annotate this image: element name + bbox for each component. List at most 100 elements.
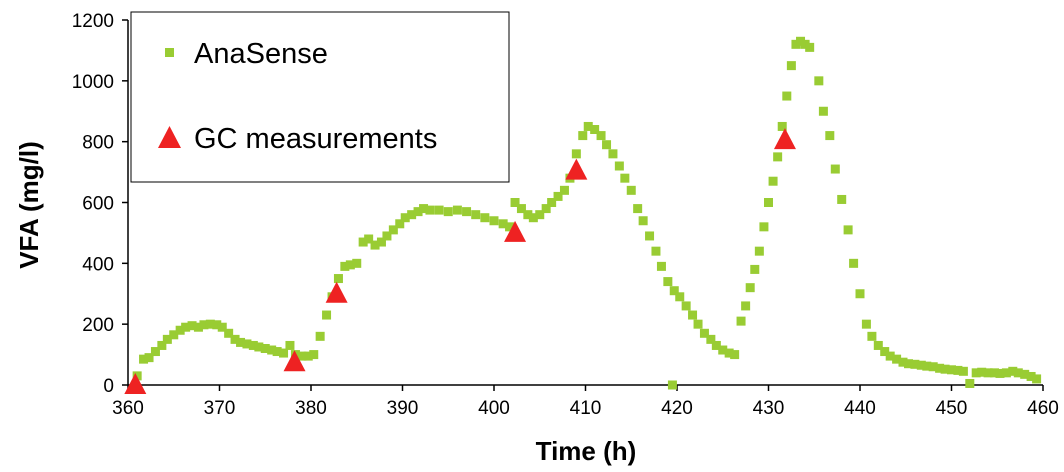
anasense-point <box>990 368 1000 378</box>
y-tick-label: 1200 <box>72 11 114 32</box>
x-tick-label: 440 <box>844 398 876 419</box>
anasense-point <box>489 216 499 226</box>
anasense-point <box>1001 368 1011 378</box>
anasense-point <box>971 368 981 378</box>
anasense-point <box>681 301 691 311</box>
anasense-point <box>983 368 993 378</box>
anasense-point <box>759 222 769 232</box>
anasense-point <box>175 325 185 335</box>
anasense-point <box>1013 368 1023 378</box>
y-tick-label: 800 <box>82 133 114 154</box>
x-tick-label: 430 <box>753 398 785 419</box>
x-tick-label: 400 <box>478 398 510 419</box>
gc-measurement-point <box>124 373 147 394</box>
anasense-point <box>345 260 355 270</box>
anasense-point <box>750 264 760 274</box>
anasense-point <box>272 347 282 357</box>
x-tick-label: 410 <box>570 398 602 419</box>
anasense-point <box>297 351 307 361</box>
anasense-point <box>730 350 740 360</box>
anasense-point <box>910 359 920 369</box>
y-tick-label: 1000 <box>72 72 114 93</box>
anasense-point <box>144 353 154 363</box>
x-tick-label: 380 <box>295 398 327 419</box>
anasense-point <box>471 210 481 220</box>
anasense-point <box>663 277 673 287</box>
anasense-point <box>596 131 606 141</box>
anasense-point <box>965 378 975 388</box>
anasense-point <box>322 310 332 320</box>
anasense-point <box>139 354 149 364</box>
anasense-point <box>224 328 234 338</box>
anasense-point <box>667 380 677 390</box>
anasense-point <box>217 322 227 332</box>
x-axis-title: Time (h) <box>536 436 637 466</box>
anasense-point <box>958 366 968 376</box>
anasense-point <box>928 362 938 372</box>
anasense-point <box>995 368 1005 378</box>
anasense-point <box>764 198 773 207</box>
anasense-point <box>285 340 295 350</box>
anasense-point <box>693 319 703 329</box>
anasense-point <box>711 340 721 350</box>
anasense-point <box>523 210 533 220</box>
y-tick-label: 400 <box>82 254 114 275</box>
anasense-point <box>193 322 203 332</box>
legend-box <box>130 11 510 183</box>
axes: 0 200 400 600 800 1000 1200 360 370 380 390 400 410… <box>72 11 1059 419</box>
anasense-point <box>699 328 709 338</box>
anasense-point <box>413 207 423 217</box>
anasense-point <box>236 337 246 347</box>
anasense-point <box>880 347 890 357</box>
anasense-point <box>602 140 612 150</box>
anasense-point <box>837 194 847 204</box>
anasense-point <box>867 331 877 341</box>
anasense-point <box>212 320 222 330</box>
x-tick-label: 450 <box>936 398 968 419</box>
points-layer <box>124 36 1042 394</box>
anasense-point <box>132 371 142 381</box>
anasense-point <box>633 204 643 214</box>
anasense-point <box>434 205 444 215</box>
anasense-point <box>364 234 374 244</box>
anasense-point <box>796 36 806 46</box>
anasense-point <box>818 106 828 116</box>
anasense-point <box>583 121 593 131</box>
anasense-point <box>505 222 515 232</box>
gc-measurement-point <box>325 281 348 303</box>
anasense-point <box>626 185 636 195</box>
anasense-point <box>157 340 167 350</box>
anasense-point <box>843 225 853 235</box>
anasense-point <box>333 274 343 284</box>
anasense-point <box>898 357 908 367</box>
anasense-point <box>279 348 289 358</box>
anasense-point <box>805 42 815 52</box>
anasense-point <box>782 91 792 101</box>
x-tick-label: 420 <box>661 398 693 419</box>
anasense-point <box>419 204 429 214</box>
anasense-point <box>669 286 679 296</box>
anasense-point <box>786 61 796 71</box>
x-tick-label: 460 <box>1027 398 1059 419</box>
anasense-point <box>861 319 871 329</box>
anasense-point <box>777 121 787 131</box>
anasense-point <box>162 334 172 344</box>
anasense-point <box>407 210 417 220</box>
anasense-point <box>187 321 197 331</box>
anasense-point <box>791 39 801 49</box>
y-axis-title: VFA (mg/l) <box>14 141 44 269</box>
anasense-point <box>388 225 398 235</box>
y-tick-label: 0 <box>103 376 114 397</box>
x-tick-label: 390 <box>387 398 419 419</box>
anasense-point <box>977 367 987 377</box>
anasense-point <box>443 207 453 217</box>
anasense-point <box>953 365 963 375</box>
anasense-point <box>230 334 240 344</box>
anasense-point <box>873 340 883 350</box>
anasense-point <box>169 330 179 340</box>
y-ticks: 0 200 400 600 800 1000 1200 <box>72 11 128 397</box>
anasense-point <box>352 258 362 268</box>
anasense-point <box>578 131 588 141</box>
anasense-point <box>498 219 508 229</box>
